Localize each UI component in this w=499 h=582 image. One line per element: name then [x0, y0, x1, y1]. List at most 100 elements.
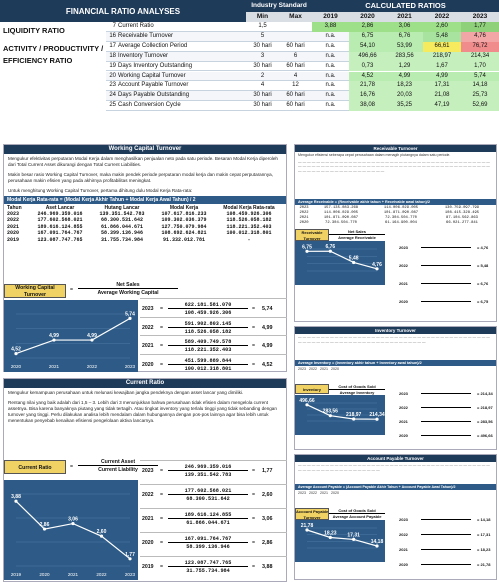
receivable-table: 2023 157.135.083.268 114.006.029.005 130.75…: [295, 205, 496, 227]
ratio-standard: [279, 32, 312, 42]
wct-cell: 58.399.136.946: [100, 230, 143, 237]
calc-row: 2019 = 123.087.747.765 31.755.734.984 = 3,88: [140, 556, 287, 580]
data-label: 6,76: [325, 244, 335, 250]
calc-row: 2023 = 246.969.359.016 139.351.542.783 = 1,77: [140, 460, 287, 484]
calc-numerator: 189.616.124.855: [168, 512, 248, 519]
data-point: [71, 521, 75, 526]
wct-col-header: Modal Kerja: [169, 205, 199, 211]
calc-row: 2020 = 451.599.889.844 100.012.318.801 = 4,52: [140, 353, 287, 373]
ratio-name: Days Payable Outstanding: [118, 92, 190, 99]
ratio-value: n.a.: [325, 62, 336, 69]
ratio-standard: 5: [260, 32, 265, 39]
calc-row: 2021 = 589.409.749.578 118.221.352.403 = 4,99: [140, 335, 287, 354]
result-row: 2020 = 6,75: [399, 297, 495, 315]
wct-table-header: Tahun Aset Lancar Hutang Lancar Modal Kerja…: [7, 205, 283, 211]
receivable-chart: 6,75 6,76 5,48 4,76: [295, 240, 385, 285]
wct-cell: 31.755.734.984: [100, 236, 143, 243]
cr-para-2: Rentang nilai yang baik adalah dari 1,5 …: [8, 400, 277, 423]
ratio-value: n.a.: [325, 42, 336, 49]
ratio-value: n.a.: [325, 72, 336, 79]
result-value: = 21,78: [477, 562, 491, 567]
x-tick-label: 2022: [96, 572, 107, 577]
result-value: = 4,76: [477, 245, 489, 250]
ratio-value: 4,99: [386, 71, 423, 82]
calc-numerator: 246.969.359.016: [168, 464, 248, 471]
ratio-standard: 3: [260, 52, 265, 59]
inventory-chart: 496,66 283,56 218,97 214,34: [295, 395, 385, 435]
ratio-value: 25,73: [461, 91, 499, 102]
receivable-results: 2023 = 4,76 2022 = 5,48 2021 = 6,76 2020 = 6,75: [399, 243, 495, 315]
ratio-standard: 60 hari: [286, 92, 305, 99]
ratio-value: 3,88: [312, 22, 349, 32]
ratio-no: 24: [109, 92, 116, 99]
ratio-no: 16: [109, 32, 116, 39]
receivable-cell: 101.871.090.087: [323, 215, 359, 220]
calc-row: 2021 = 189.616.124.855 61.866.044.671 = 3,06: [140, 508, 287, 532]
data-point: [14, 352, 18, 356]
calc-denominator: 118.221.352.403: [184, 347, 232, 353]
data-point: [305, 249, 309, 253]
ratio-value: 283,56: [386, 51, 423, 62]
x-tick-label: 2020: [11, 364, 22, 369]
ratio-value: 4,99: [423, 71, 461, 82]
result-value: = 14,18: [477, 517, 491, 522]
data-label: 4,99: [49, 333, 59, 339]
calc-result: 3,88: [262, 564, 273, 570]
receivable-cell: 114.006.029.005: [383, 205, 419, 210]
result-value: = 6,75: [477, 299, 489, 304]
ratio-no: 17: [109, 42, 116, 49]
result-row: 2022 = 218,97: [399, 403, 495, 417]
ratio-name: Inventory Turnover: [118, 52, 169, 59]
calc-year: 2022: [142, 324, 154, 331]
data-point: [305, 528, 309, 532]
wct-para-3: Untuk menghitung Working Capital Turnove…: [8, 188, 193, 193]
ratio-value: n.a.: [325, 32, 336, 39]
ratio-value: 1,67: [423, 61, 461, 72]
industry-standard-header: Industry Standard: [246, 0, 312, 12]
ratio-value: 218,97: [423, 51, 461, 62]
wct-title: Working Capital Turnover: [4, 145, 286, 154]
ratio-value: 1,29: [386, 61, 423, 72]
data-label: 6,75: [302, 244, 312, 250]
calc-numerator: 167.091.764.767: [168, 536, 248, 543]
receivable-formula-num: Net Sales: [329, 229, 385, 235]
data-label: 4,76: [372, 261, 382, 267]
data-label: 5,48: [349, 255, 359, 261]
wct-formula-left: Working Capital Turnover: [4, 284, 66, 298]
ratio-value: 496,66: [349, 51, 386, 62]
data-label: 496,66: [299, 398, 315, 404]
cr-calc: 2023 = 246.969.359.016 139.351.542.783 = 1,77…: [140, 460, 287, 580]
x-tick-label: 2021: [68, 572, 79, 577]
data-label: 1,77: [125, 552, 135, 558]
chart-background: [295, 520, 385, 562]
data-point: [14, 499, 18, 503]
ratio-row: 16 Receivable Turnover 5 n.a. 6,75 6,76 5,48 4,…: [106, 31, 499, 42]
result-year: 2020: [399, 299, 408, 304]
ratio-value: 20,03: [386, 91, 423, 102]
ratio-row: 24 Days Payable Outstanding 30 hari 60 hari…: [106, 91, 499, 102]
ratio-value: 17,31: [423, 81, 461, 92]
wct-table-row: 2023 246.969.359.016 139.351.542.783 107.61…: [7, 211, 283, 217]
result-value: = 5,48: [477, 263, 489, 268]
receivable-table-row: 2022 114.006.029.005 101.871.090.087 108.41…: [297, 211, 494, 216]
wct-cell: 108.692.624.821: [161, 230, 207, 237]
data-point: [52, 338, 56, 342]
x-tick-label: 2022: [87, 364, 98, 369]
result-year: 2023: [399, 517, 408, 522]
ratio-standard: 4: [293, 72, 298, 79]
calc-denominator: 58.399.136.946: [186, 544, 230, 550]
ratio-row: 20 Working Capital Turnover 2 4 n.a. 4,52 4,99…: [106, 71, 499, 82]
ratio-value: n.a.: [325, 102, 336, 109]
ratio-value: n.a.: [325, 82, 336, 89]
ratio-name: Average Collection Period: [118, 42, 188, 49]
wct-table-row: 2022 177.602.568.021 68.300.531.642 109.302…: [7, 217, 283, 223]
wct-table-row: 2019 123.087.747.765 31.755.734.984 91.332.…: [7, 237, 283, 243]
wct-table-row: 2021 189.616.124.855 61.866.044.671 127.750…: [7, 224, 283, 230]
report-title: FINANCIAL RATIO ANALYSES: [0, 0, 246, 22]
cr-para-1: Mengukur kemampuan perusahaan untuk melu…: [8, 390, 244, 395]
year-header-2023: 2023: [461, 12, 499, 22]
ratio-standard: 60 hari: [286, 62, 305, 69]
receivable-formula-left: Receivable Turnover: [295, 228, 329, 241]
wct-cell: 246.969.359.016: [37, 211, 83, 217]
group-efficiency: EFFICIENCY RATIO: [3, 56, 73, 65]
